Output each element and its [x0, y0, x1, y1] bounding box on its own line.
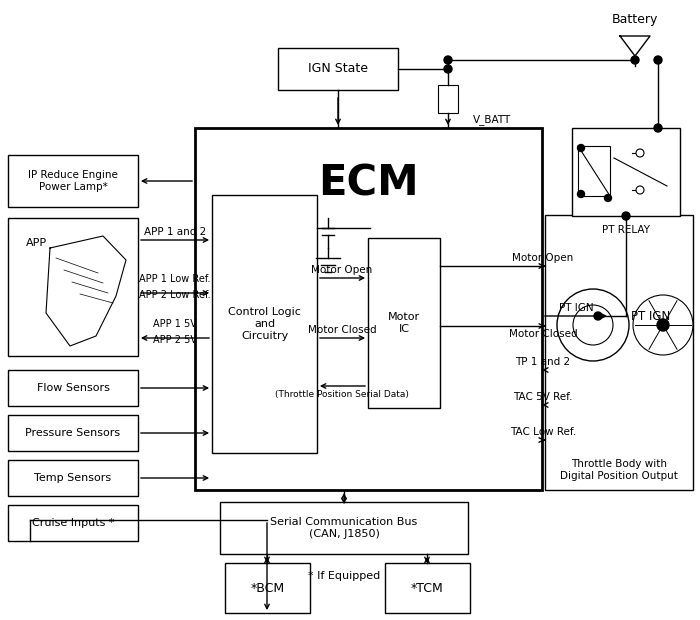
- FancyBboxPatch shape: [278, 48, 398, 90]
- Text: Throttle Body with
Digital Position Output: Throttle Body with Digital Position Outp…: [560, 459, 678, 481]
- Text: Pressure Sensors: Pressure Sensors: [25, 428, 120, 438]
- FancyBboxPatch shape: [8, 505, 138, 541]
- Text: ECM: ECM: [318, 162, 419, 204]
- Text: *BCM: *BCM: [251, 582, 285, 595]
- Circle shape: [636, 149, 644, 157]
- Text: Battery: Battery: [612, 13, 658, 26]
- Text: V_BATT: V_BATT: [473, 115, 511, 125]
- Text: Motor
IC: Motor IC: [388, 312, 420, 334]
- Text: APP 2 Low Ref.: APP 2 Low Ref.: [139, 290, 211, 300]
- FancyBboxPatch shape: [195, 128, 542, 490]
- Text: Motor Closed: Motor Closed: [308, 325, 377, 335]
- Text: Cruise Inputs *: Cruise Inputs *: [32, 518, 114, 528]
- Text: Control Logic
and
Circuitry: Control Logic and Circuitry: [228, 308, 301, 340]
- FancyBboxPatch shape: [545, 215, 693, 490]
- FancyBboxPatch shape: [368, 238, 440, 408]
- FancyBboxPatch shape: [8, 460, 138, 496]
- FancyBboxPatch shape: [438, 85, 458, 113]
- Text: Serial Communication Bus
(CAN, J1850): Serial Communication Bus (CAN, J1850): [270, 517, 418, 539]
- Text: * If Equipped: * If Equipped: [308, 571, 380, 581]
- Circle shape: [573, 305, 613, 345]
- Text: APP 1 5V: APP 1 5V: [153, 319, 197, 329]
- Text: Flow Sensors: Flow Sensors: [36, 383, 109, 393]
- FancyBboxPatch shape: [8, 370, 138, 406]
- Text: Motor Open: Motor Open: [312, 265, 372, 275]
- Circle shape: [578, 190, 584, 198]
- FancyBboxPatch shape: [8, 218, 138, 356]
- Text: PT IGN: PT IGN: [559, 303, 594, 313]
- FancyBboxPatch shape: [220, 502, 468, 554]
- Text: TP 1 and 2: TP 1 and 2: [515, 357, 570, 367]
- Circle shape: [636, 186, 644, 194]
- Circle shape: [605, 195, 612, 202]
- Text: (Throttle Position Serial Data): (Throttle Position Serial Data): [275, 389, 409, 399]
- Text: APP 1 and 2: APP 1 and 2: [144, 227, 206, 237]
- Text: Temp Sensors: Temp Sensors: [34, 473, 111, 483]
- Circle shape: [657, 319, 669, 331]
- Circle shape: [557, 289, 629, 361]
- FancyBboxPatch shape: [8, 155, 138, 207]
- Text: Motor Open: Motor Open: [512, 253, 573, 263]
- Text: APP 2 5V: APP 2 5V: [153, 335, 197, 345]
- FancyBboxPatch shape: [385, 563, 470, 613]
- Circle shape: [444, 56, 452, 64]
- Text: *TCM: *TCM: [411, 582, 444, 595]
- Circle shape: [622, 212, 630, 220]
- FancyBboxPatch shape: [578, 146, 610, 196]
- FancyBboxPatch shape: [8, 415, 138, 451]
- Circle shape: [594, 312, 602, 320]
- Text: APP 1 Low Ref.: APP 1 Low Ref.: [139, 274, 211, 284]
- Text: PT RELAY: PT RELAY: [602, 225, 650, 235]
- Text: TAC 5V Ref.: TAC 5V Ref.: [513, 392, 573, 402]
- Text: APP: APP: [26, 238, 47, 248]
- Circle shape: [654, 124, 662, 132]
- Circle shape: [444, 65, 452, 73]
- Text: IGN State: IGN State: [308, 63, 368, 76]
- Text: TAC Low Ref.: TAC Low Ref.: [510, 427, 576, 437]
- FancyBboxPatch shape: [212, 195, 317, 453]
- Circle shape: [631, 56, 639, 64]
- FancyBboxPatch shape: [610, 298, 692, 334]
- Circle shape: [578, 144, 584, 151]
- Text: IP Reduce Engine
Power Lamp*: IP Reduce Engine Power Lamp*: [28, 170, 118, 192]
- FancyBboxPatch shape: [572, 128, 680, 216]
- Text: Motor Closed: Motor Closed: [509, 329, 578, 339]
- Circle shape: [654, 56, 662, 64]
- FancyBboxPatch shape: [225, 563, 310, 613]
- Text: PT IGN: PT IGN: [631, 309, 671, 322]
